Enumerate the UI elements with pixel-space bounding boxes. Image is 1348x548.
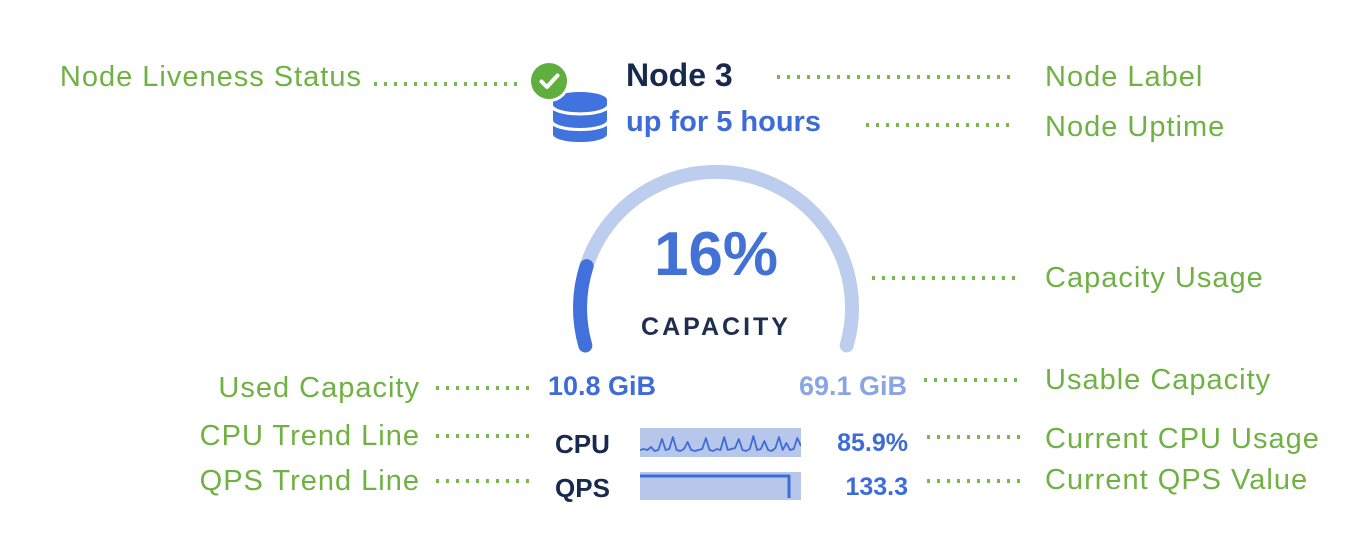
- qps-label: QPS: [555, 473, 610, 503]
- capacity-caption: CAPACITY: [641, 313, 791, 341]
- leader-line-cpu-trend: [436, 434, 530, 438]
- cpu-trend-sparkline: [640, 428, 801, 457]
- leader-line-usable-capacity: [924, 378, 1023, 382]
- annotation-usable-capacity: Usable Capacity: [1045, 364, 1272, 396]
- annotation-qps-trend-line: QPS Trend Line: [199, 465, 420, 497]
- qps-value: 133.3: [845, 473, 908, 501]
- cpu-usage-value: 85.9%: [837, 429, 908, 457]
- used-capacity-value: 10.8 GiB: [548, 371, 657, 401]
- cpu-label: CPU: [555, 429, 610, 459]
- annotation-current-qps-value: Current QPS Value: [1045, 464, 1309, 496]
- database-icon: [553, 92, 607, 147]
- usable-capacity-value: 69.1 GiB: [798, 371, 907, 401]
- node-name-label: Node 3: [626, 57, 733, 93]
- leader-line-node-liveness: [374, 82, 522, 86]
- leader-line-current-cpu: [927, 435, 1023, 439]
- leader-line-used-capacity: [436, 386, 530, 390]
- annotation-cpu-trend-line: CPU Trend Line: [199, 420, 420, 452]
- leader-line-node-uptime: [866, 123, 1013, 127]
- leader-line-current-qps: [927, 479, 1023, 483]
- qps-trend-path: [640, 474, 791, 498]
- capacity-percent-value: 16%: [653, 220, 779, 289]
- node-liveness-check-icon: [528, 60, 570, 102]
- leader-line-capacity-usage: [872, 276, 1020, 280]
- node-uptime-label: up for 5 hours: [626, 106, 821, 138]
- capacity-gauge-svg: [573, 164, 859, 353]
- qps-trend-bar: [640, 472, 801, 500]
- leader-line-node-label: [777, 75, 1010, 79]
- cpu-sparkline-path: [640, 435, 801, 452]
- annotation-node-label: Node Label: [1045, 61, 1204, 93]
- capacity-gauge: 16% CAPACITY: [566, 158, 866, 363]
- annotation-node-uptime: Node Uptime: [1045, 111, 1226, 143]
- annotation-capacity-usage: Capacity Usage: [1045, 262, 1264, 294]
- leader-line-qps-trend: [436, 479, 530, 483]
- annotation-node-liveness-status: Node Liveness Status: [59, 61, 362, 93]
- gauge-fill-arc: [573, 259, 594, 353]
- annotation-used-capacity: Used Capacity: [218, 372, 420, 404]
- annotation-current-cpu-usage: Current CPU Usage: [1045, 423, 1320, 455]
